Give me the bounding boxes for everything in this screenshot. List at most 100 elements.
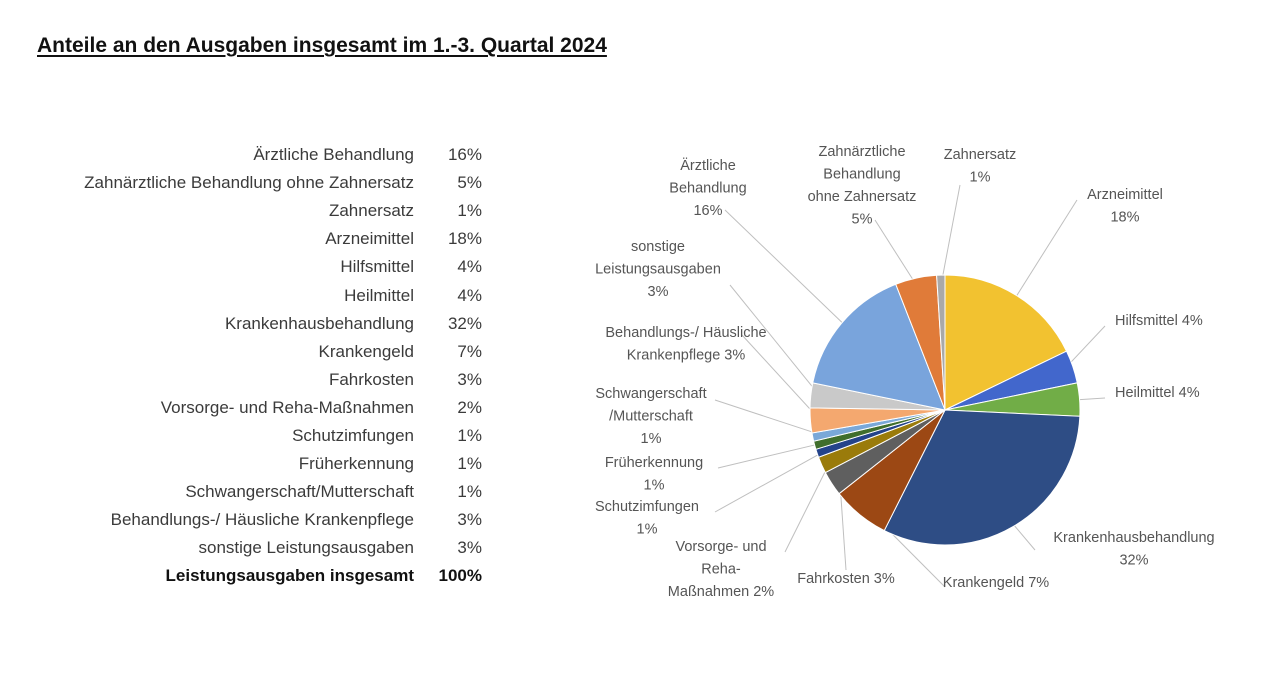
row-label: sonstige Leistungsausgaben	[198, 538, 415, 558]
table-row: Vorsorge- und Reha-Maßnahmen 2%	[20, 394, 482, 422]
slice-label-line: 1%	[970, 170, 991, 186]
slice-label-line: 18%	[1110, 210, 1139, 226]
row-value: 2%	[457, 397, 482, 417]
row-label: Ärztliche Behandlung	[253, 145, 414, 165]
slice-label-line: Heilmittel 4%	[1115, 385, 1200, 401]
slice-label: Zahnersatz 1%	[944, 147, 1017, 186]
table-row: Behandlungs-/ Häusliche Krankenpflege 3%	[20, 506, 482, 534]
pie-chart: Arzneimittel 18% Hilfsmittel 4% Heilmittel …	[595, 144, 1215, 600]
slice-label: Krankengeld 7%	[943, 575, 1050, 591]
slice-label: Arzneimittel 18%	[1087, 187, 1163, 226]
slice-label-line: Früherkennung	[605, 455, 703, 471]
leader-line	[714, 449, 827, 513]
pie-slices	[809, 274, 1081, 546]
row-label: Behandlungs-/ Häusliche Krankenpflege	[110, 510, 414, 530]
slice-label-line: Maßnahmen 2%	[668, 584, 774, 600]
slice-label: Schutzimfungen 1%	[595, 499, 699, 538]
slice-label-line: Zahnärztliche	[818, 144, 905, 160]
slice-label: Vorsorge- und Reha- Maßnahmen 2%	[668, 539, 774, 600]
slice-label: sonstige Leistungsausgaben 3%	[595, 239, 721, 300]
pie-slice	[944, 274, 1068, 411]
table-row: Früherkennung 1%	[20, 450, 482, 478]
slice-label-line: Zahnersatz	[944, 147, 1017, 163]
slice-label-line: Leistungsausgaben	[595, 262, 721, 278]
leader-line	[714, 399, 823, 436]
slice-label-line: 5%	[852, 212, 873, 228]
table-row: Hilfsmittel 4%	[20, 253, 482, 281]
slice-label-line: Schwangerschaft	[595, 386, 706, 402]
slice-label-line: /Mutterschaft	[609, 409, 693, 425]
row-label: Krankenhausbehandlung	[224, 313, 414, 333]
slice-label-line: Ärztliche	[680, 157, 736, 174]
row-label: Krankengeld	[318, 341, 414, 361]
leader-line	[717, 442, 824, 469]
pie-slice	[812, 283, 946, 411]
row-value: 32%	[447, 313, 482, 333]
row-label: Vorsorge- und Reha-Maßnahmen	[160, 397, 414, 417]
row-value: 3%	[457, 538, 482, 558]
row-value: 16%	[447, 145, 482, 165]
slice-label: Heilmittel 4%	[1115, 385, 1200, 401]
row-label: Schwangerschaft/Mutterschaft	[185, 482, 414, 502]
row-value: 1%	[457, 454, 482, 474]
table-row: Krankenhausbehandlung 32%	[20, 310, 482, 338]
slice-label: Ärztliche Behandlung 16%	[669, 157, 746, 219]
row-label: Hilfsmittel	[340, 257, 414, 277]
slice-label-line: 1%	[644, 478, 665, 494]
slice-label-line: Vorsorge- und	[675, 539, 766, 555]
row-value: 1%	[457, 482, 482, 502]
slice-label-line: 16%	[693, 203, 722, 219]
table-row: sonstige Leistungsausgaben 3%	[20, 534, 483, 562]
slice-label: Krankenhausbehandlung 32%	[1053, 530, 1214, 569]
table-row: Fahrkosten 3%	[20, 366, 482, 394]
slice-label: Hilfsmittel 4%	[1115, 313, 1203, 329]
slice-label-line: Fahrkosten 3%	[797, 571, 895, 587]
row-value: 100%	[438, 566, 482, 586]
slice-label-line: 32%	[1119, 553, 1148, 569]
table-row: Krankengeld 7%	[20, 338, 482, 366]
row-value: 1%	[457, 201, 482, 221]
table-row: Heilmittel 4%	[20, 281, 482, 309]
leader-line	[784, 460, 831, 553]
table-total-row: Leistungsausgaben insgesamt 100%	[20, 562, 482, 590]
row-label: Leistungsausgaben insgesamt	[165, 566, 414, 586]
pie-slice	[883, 409, 1081, 546]
row-label: Heilmittel	[344, 285, 414, 305]
slice-label-line: sonstige	[631, 239, 685, 255]
pie-labels: Arzneimittel 18% Hilfsmittel 4% Heilmittel …	[595, 144, 1215, 600]
table-row: Schwangerschaft/Mutterschaft 1%	[20, 478, 482, 506]
share-table: Ärztliche Behandlung 16% Zahnärztliche Beh…	[20, 141, 482, 591]
row-label: Fahrkosten	[328, 369, 414, 389]
table-row: Ärztliche Behandlung 16%	[20, 141, 482, 169]
slice-label-line: Krankengeld 7%	[943, 575, 1050, 591]
row-value: 18%	[447, 229, 482, 249]
leader-line	[729, 284, 821, 397]
row-value: 4%	[457, 285, 482, 305]
pie-slice	[936, 274, 946, 411]
leader-line	[1011, 199, 1078, 304]
slice-label: Früherkennung 1%	[605, 455, 703, 494]
slice-label: Schwangerschaft/Mutterschaft 1%	[595, 386, 706, 447]
row-value: 1%	[457, 425, 482, 445]
table-row: Schutzimfungen 1%	[20, 422, 482, 450]
row-value: 4%	[457, 257, 482, 277]
row-value: 3%	[457, 510, 482, 530]
row-label: Zahnersatz	[328, 201, 414, 221]
slice-label-line: 3%	[648, 284, 669, 300]
row-value: 5%	[457, 173, 482, 193]
page-title: Anteile an den Ausgaben insgesamt im 1.-…	[37, 34, 607, 57]
slice-label-line: Krankenpflege 3%	[627, 348, 746, 364]
row-label: Schutzimfungen	[292, 425, 414, 445]
slice-label-line: Arzneimittel	[1087, 187, 1163, 203]
slice-label-line: 1%	[641, 431, 662, 447]
row-value: 3%	[457, 369, 482, 389]
row-label: Früherkennung	[298, 454, 414, 474]
slice-label-line: Schutzimfungen	[595, 499, 699, 515]
slice-label-line: Hilfsmittel 4%	[1115, 313, 1203, 329]
slice-label-line: ohne Zahnersatz	[808, 189, 917, 205]
slice-label-line: Behandlungs-/ Häusliche	[605, 325, 766, 341]
slice-label-line: 1%	[637, 522, 658, 538]
row-label: Arzneimittel	[325, 229, 414, 249]
row-value: 7%	[457, 341, 482, 361]
slice-label-line: Behandlung	[823, 167, 900, 183]
